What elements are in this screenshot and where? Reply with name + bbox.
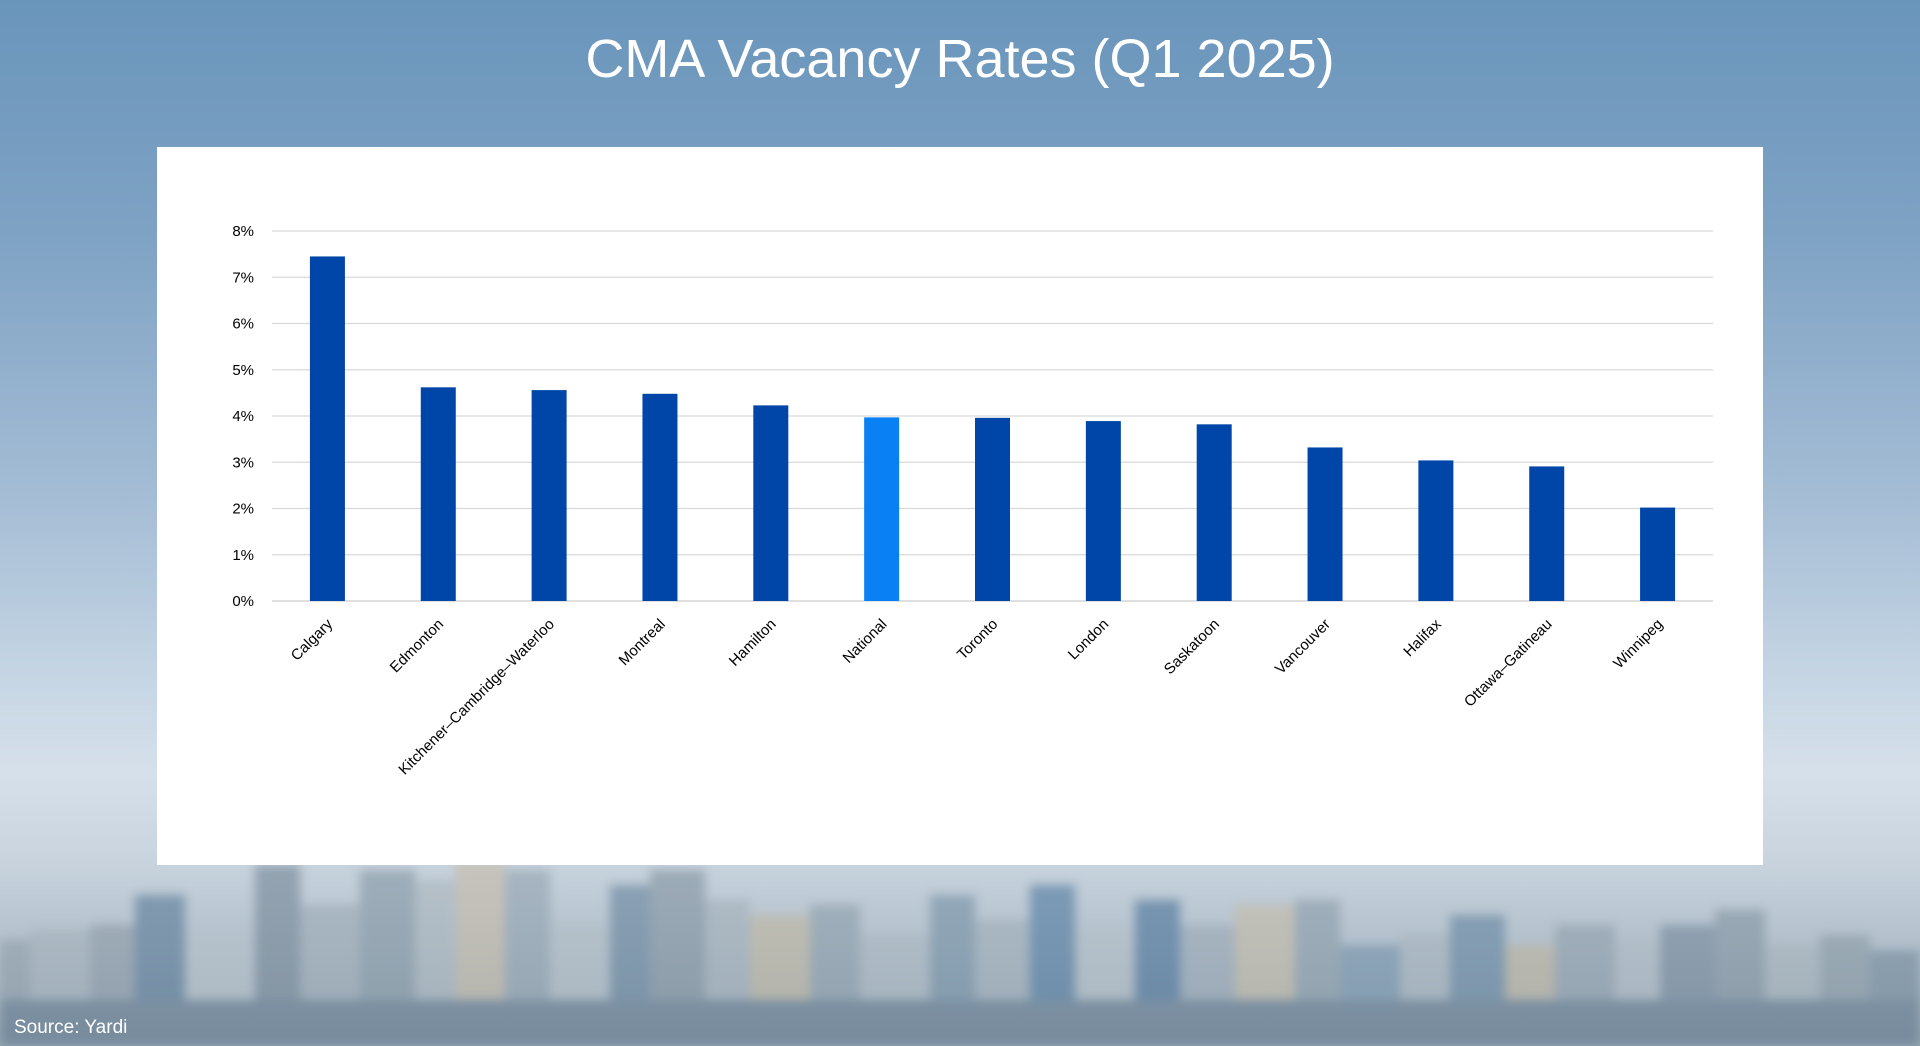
bar-vancouver: [1307, 447, 1343, 601]
y-tick-label: 7%: [232, 269, 254, 286]
source-note: Source: Yardi: [14, 1017, 128, 1038]
x-category-label: Montreal: [616, 616, 669, 669]
x-category-label: Toronto: [954, 616, 1001, 663]
y-tick-label: 6%: [232, 316, 254, 333]
y-tick-label: 3%: [232, 454, 254, 471]
x-category-label: Hamilton: [726, 616, 780, 670]
y-tick-label: 2%: [232, 501, 254, 518]
bar-edmonton: [420, 387, 456, 601]
bar-saskatoon: [1196, 424, 1232, 601]
x-category-label: Edmonton: [387, 616, 447, 676]
y-tick-label: 0%: [232, 593, 254, 610]
x-category-label: Winnipeg: [1610, 616, 1666, 672]
bars: [309, 256, 1676, 601]
x-category-label: Halifax: [1400, 615, 1445, 660]
bar-montreal: [642, 393, 678, 601]
slide-title: CMA Vacancy Rates (Q1 2025): [585, 29, 1335, 89]
bar-halifax: [1418, 460, 1454, 601]
bar-toronto: [975, 417, 1010, 601]
x-category-label: London: [1065, 616, 1112, 663]
chart-panel: 0% 1% 2% 3% 4% 5% 6% 7% 8% Calgary Edmonton Kitche…: [157, 147, 1763, 865]
y-axis-tick-labels: 0% 1% 2% 3% 4% 5% 6% 7% 8%: [232, 223, 254, 610]
bar-calgary: [309, 256, 345, 601]
x-category-label: Ottawa–Gatineau: [1461, 616, 1556, 711]
bar-kitchener-cambridge-waterloo: [531, 390, 567, 601]
bar-hamilton: [753, 405, 789, 601]
x-axis-category-labels: Calgary EdmontonKitchener–Cambridge–Water…: [288, 615, 1667, 778]
x-category-label: Calgary: [288, 615, 337, 664]
bar-national: [864, 417, 900, 601]
bar-ottawa-gatineau: [1529, 466, 1565, 601]
bar-winnipeg: [1640, 507, 1676, 601]
y-tick-label: 1%: [232, 547, 254, 564]
y-tick-label: 8%: [232, 223, 254, 240]
x-category-label: National: [840, 616, 891, 667]
y-tick-label: 5%: [232, 362, 254, 379]
x-category-label: Saskatoon: [1161, 616, 1223, 678]
vacancy-rate-bar-chart: 0%1%2%3%4%5%6%7%8% Calgary EdmontonKitche…: [232, 223, 1713, 778]
y-tick-label: 4%: [232, 408, 254, 425]
x-category-label: Vancouver: [1272, 616, 1334, 678]
bar-london: [1085, 421, 1121, 601]
